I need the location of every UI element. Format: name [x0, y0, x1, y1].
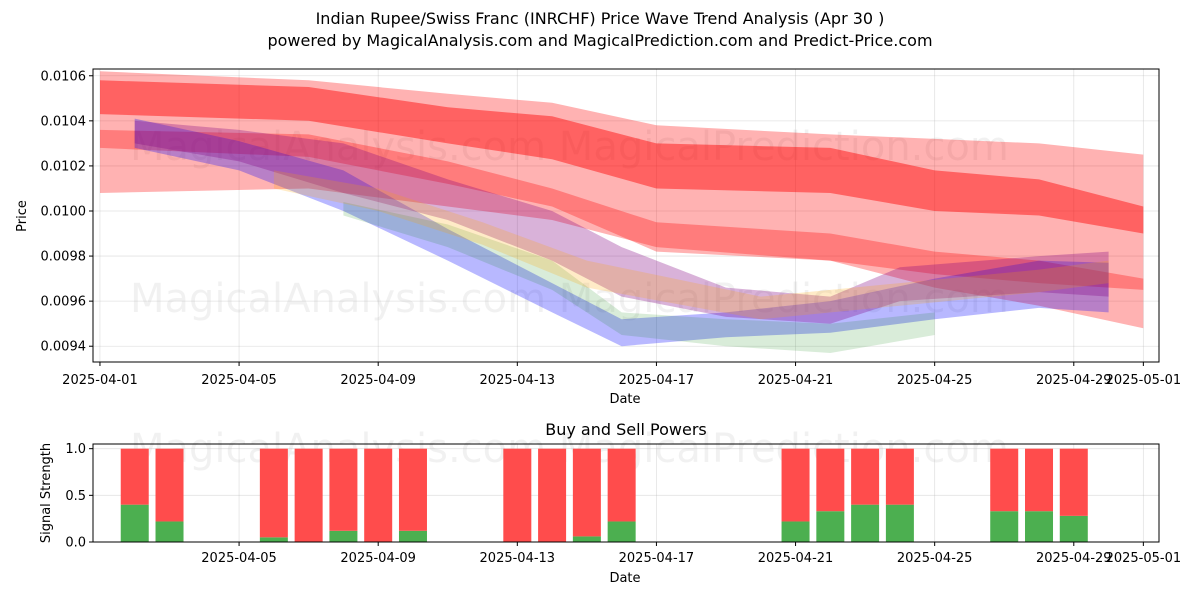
price-band-orange	[273, 170, 1109, 320]
buy-bar	[1059, 515, 1088, 542]
sell-bar	[364, 448, 393, 542]
signal-x-axis-label: Date	[609, 571, 640, 586]
sell-bar	[538, 448, 567, 542]
sell-bar	[259, 448, 288, 538]
signal-x-tick-label: 2025-05-01	[1106, 551, 1182, 566]
price-x-tick-label: 2025-04-21	[758, 373, 834, 388]
sell-bar	[1059, 448, 1088, 516]
price-x-axis-label: Date	[609, 392, 640, 407]
sell-bar	[572, 448, 601, 537]
buy-bar	[259, 537, 288, 542]
signal-x-tick-label: 2025-04-17	[619, 551, 695, 566]
signal-x-tick-label: 2025-04-21	[758, 551, 834, 566]
price-band-green	[343, 202, 935, 353]
buy-bar	[1025, 511, 1054, 542]
sell-bar	[607, 448, 636, 522]
buy-bar	[398, 530, 427, 542]
price-band-red	[100, 80, 1144, 234]
signal-x-tick-label: 2025-04-29	[1036, 551, 1112, 566]
sell-bar	[851, 448, 880, 505]
buy-bar	[990, 511, 1019, 542]
sell-bar	[120, 448, 149, 505]
price-x-tick-label: 2025-04-01	[62, 373, 138, 388]
signal-plot-frame	[92, 443, 1160, 543]
price-band-red	[100, 71, 1144, 290]
buy-bar	[572, 536, 601, 542]
price-band-blue	[134, 118, 1109, 347]
sell-bar	[781, 448, 810, 522]
sell-bar	[329, 448, 358, 531]
price-y-tick-label: 0.0098	[41, 250, 87, 265]
price-y-tick-label: 0.0102	[41, 159, 87, 174]
buy-bar	[607, 521, 636, 542]
price-plot: MagicalAnalysis.com MagicalPrediction.co…	[15, 68, 1182, 407]
chart-title-line1: Indian Rupee/Swiss Franc (INRCHF) Price …	[315, 9, 885, 28]
watermark: MagicalAnalysis.com MagicalPrediction.co…	[130, 124, 1009, 170]
buy-bar	[816, 511, 845, 542]
price-x-tick-label: 2025-04-29	[1036, 373, 1112, 388]
sell-bar	[155, 448, 184, 522]
signal-y-tick-label: 0.5	[65, 489, 86, 504]
buy-bar	[155, 521, 184, 542]
sell-bar	[398, 448, 427, 531]
chart-title-line2: powered by MagicalAnalysis.com and Magic…	[267, 31, 933, 50]
price-x-tick-label: 2025-04-13	[480, 373, 556, 388]
price-band-purple	[134, 120, 1109, 324]
signal-x-tick-label: 2025-04-09	[340, 551, 416, 566]
signal-y-tick-label: 1.0	[65, 442, 86, 457]
price-x-tick-label: 2025-04-25	[897, 373, 973, 388]
watermark-lower: MagicalAnalysis.com MagicalPrediction.co…	[130, 276, 1009, 322]
price-x-tick-label: 2025-04-09	[340, 373, 416, 388]
price-y-axis-label: Price	[15, 200, 30, 232]
price-band-red	[100, 129, 1144, 329]
buy-bar	[851, 504, 880, 542]
price-y-tick-label: 0.0094	[41, 340, 87, 355]
sell-bar	[816, 448, 845, 512]
buy-bar	[885, 504, 914, 542]
signal-x-tick-label: 2025-04-25	[897, 551, 973, 566]
sell-bar	[885, 448, 914, 505]
buy-bar	[781, 521, 810, 542]
sell-bar	[294, 448, 323, 542]
price-x-tick-label: 2025-04-05	[201, 373, 277, 388]
buy-bar	[329, 530, 358, 542]
price-y-tick-label: 0.0106	[41, 69, 87, 84]
signal-y-tick-label: 0.0	[65, 536, 86, 551]
price-plot-frame	[92, 68, 1160, 363]
price-x-tick-label: 2025-04-17	[619, 373, 695, 388]
price-x-tick-label: 2025-05-01	[1106, 373, 1182, 388]
sell-bar	[1025, 448, 1054, 512]
price-y-tick-label: 0.0096	[41, 295, 87, 310]
signal-x-tick-label: 2025-04-05	[201, 551, 277, 566]
sell-bar	[990, 448, 1019, 512]
price-y-tick-label: 0.0100	[41, 204, 87, 219]
signal-plot-title: Buy and Sell Powers	[545, 420, 707, 439]
signal-plot: Buy and Sell Powers MagicalAnalysis.com …	[39, 420, 1181, 586]
buy-bar	[120, 504, 149, 542]
sell-bar	[503, 448, 532, 542]
price-y-tick-label: 0.0104	[41, 114, 87, 129]
signal-x-tick-label: 2025-04-13	[480, 551, 556, 566]
signal-y-axis-label: Signal Strength	[39, 443, 54, 543]
